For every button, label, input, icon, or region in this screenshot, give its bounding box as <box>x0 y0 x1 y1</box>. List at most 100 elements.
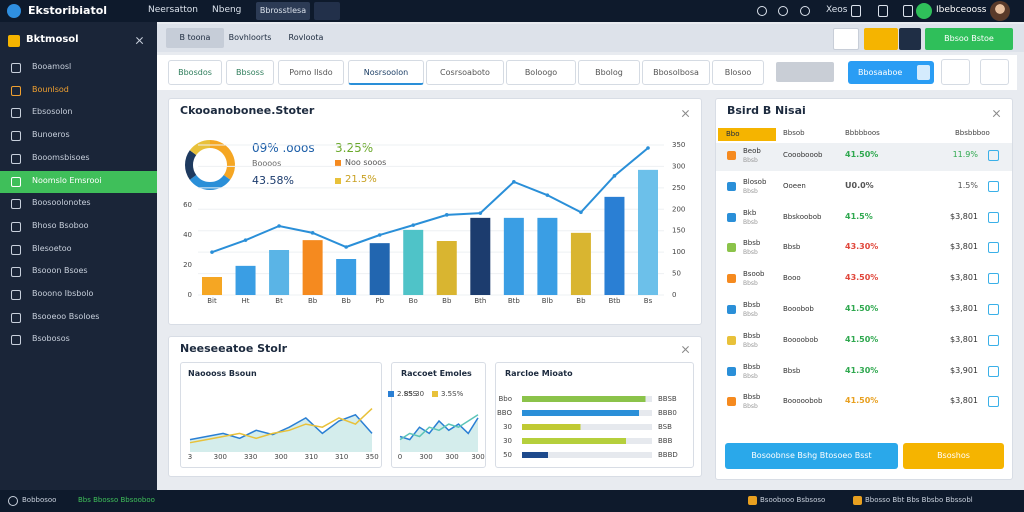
top-icon[interactable] <box>778 6 788 16</box>
sidebar-item[interactable]: Booono Ibsbolo <box>32 289 94 298</box>
nav-button[interactable]: Bbrosstlesa <box>256 2 310 20</box>
primary-button[interactable]: Bbsoo Bstoe <box>925 28 1013 50</box>
x-tick-label: Bt <box>275 297 283 305</box>
column-header: Bbsob <box>783 129 805 137</box>
nav-link[interactable]: Neersatton <box>148 5 198 15</box>
top-icon[interactable] <box>851 5 861 17</box>
sidebar-item[interactable]: Ebsosolon <box>32 107 73 117</box>
row-value: 11.9% <box>952 150 978 159</box>
x-tick-label: Bb <box>342 297 352 305</box>
sidebar-icon <box>11 153 21 164</box>
sidebar-item[interactable]: Booamosl <box>32 62 72 71</box>
value-label: BBBD <box>658 451 678 459</box>
row-icon <box>727 181 736 191</box>
legend-label: 3.5S% <box>441 390 464 398</box>
top-icon[interactable] <box>903 5 913 17</box>
button-icon <box>917 65 930 80</box>
sidebar-item[interactable]: Bsobosos <box>32 334 70 344</box>
sidebar-icon <box>11 199 21 210</box>
bar-label: 50 <box>503 451 512 459</box>
action-button[interactable]: Bsoshos <box>903 443 1004 469</box>
top-icon[interactable] <box>878 5 888 17</box>
sidebar-item[interactable]: Bounlsod <box>32 84 69 94</box>
row-checkbox[interactable] <box>988 273 999 285</box>
sidebar-item[interactable]: Blesoetoo <box>32 243 72 253</box>
row-checkbox[interactable] <box>988 365 999 377</box>
x-tick-label: 300 <box>445 453 458 461</box>
filter-tab[interactable]: Cosrsoaboto <box>426 60 504 85</box>
avatar[interactable] <box>990 1 1010 21</box>
row-name: Beob <box>743 147 761 155</box>
bar <box>403 229 424 295</box>
x-tick-label: Pb <box>375 297 384 305</box>
x-tick-label: Blb <box>542 297 554 305</box>
line-point <box>344 245 348 249</box>
filter-tab[interactable]: Boloogo <box>506 60 576 85</box>
row-checkbox[interactable] <box>988 304 999 315</box>
y-tick-label: 300 <box>672 162 685 170</box>
row-note: Bbsb <box>743 157 758 164</box>
top-icon[interactable] <box>800 6 810 16</box>
search-button[interactable]: Bbosaaboe <box>848 61 934 84</box>
bar-track <box>522 452 652 458</box>
sidebar-item[interactable]: Boosoolonotes <box>32 198 91 208</box>
y2-tick-label: 20 <box>183 261 192 269</box>
sidebar-item[interactable]: Noomslo Emsrooi <box>32 175 102 185</box>
row-checkbox[interactable] <box>988 211 999 223</box>
y-tick-label: 50 <box>672 270 681 278</box>
filter-tab[interactable]: Pomo Ilsdo <box>278 60 344 85</box>
tab[interactable]: Rovloota <box>288 33 324 42</box>
x-tick-label: 0 <box>398 453 402 461</box>
row-name: Bbsb <box>743 301 761 309</box>
row-checkbox[interactable] <box>988 180 999 192</box>
icon-button[interactable] <box>833 28 859 50</box>
column-header: Bbbbboos <box>845 129 880 137</box>
row-icon <box>727 212 736 222</box>
bar <box>302 240 323 295</box>
tab[interactable]: B toona <box>166 28 224 48</box>
sidebar-icon <box>11 63 21 73</box>
footer-item: Bbosso Bbt Bbs Bbsbo Bbssobl <box>865 496 973 504</box>
x-tick-label: Btb <box>508 297 521 305</box>
icon-button[interactable] <box>941 59 970 85</box>
bar-label: 30 <box>503 423 512 431</box>
tab[interactable]: Bovhloorts <box>228 33 272 42</box>
nav-icon[interactable] <box>314 2 340 20</box>
filter-tab[interactable]: Bbosolbosa <box>642 60 710 85</box>
icon-button[interactable] <box>899 28 921 50</box>
sidebar-item[interactable]: Bsooeoo Bsoloes <box>32 311 100 321</box>
bar <box>537 217 558 295</box>
action-button[interactable]: Bosoobnse Bshg Btosoeo Bsst <box>725 443 898 469</box>
row-checkbox[interactable] <box>988 242 999 254</box>
sidebar-item[interactable]: Booomsbisoes <box>32 152 90 162</box>
search-box[interactable] <box>776 62 834 82</box>
row-checkbox[interactable] <box>988 334 999 346</box>
row-change: 43.30% <box>845 242 879 252</box>
sidebar-item[interactable]: Bsooon Bsoes <box>32 266 88 276</box>
sidebar-icon <box>11 267 21 278</box>
x-tick-label: Bs <box>644 297 653 305</box>
filter-tab[interactable]: Bbsoss <box>226 60 274 85</box>
column-header: Bbsbbboo <box>955 129 990 137</box>
icon-button[interactable] <box>980 59 1009 85</box>
filter-tab[interactable]: Bbolog <box>578 60 640 85</box>
logo-icon <box>7 4 21 18</box>
stat-caption: Boooos <box>252 159 282 168</box>
row-checkbox[interactable] <box>988 150 999 161</box>
stat-item: Noo sooos <box>345 158 387 167</box>
row-change: 43.50% <box>845 273 879 283</box>
bar <box>269 250 290 295</box>
mini-title: Rarcloe Mioato <box>505 369 573 378</box>
bar <box>503 217 524 295</box>
x-tick-label: 330 <box>244 453 257 461</box>
row-checkbox[interactable] <box>988 396 999 408</box>
top-icon[interactable] <box>757 6 767 16</box>
filter-tab[interactable]: Blosoo <box>712 60 764 85</box>
icon-button[interactable] <box>864 28 898 50</box>
filter-tab[interactable]: Nosrsoolon <box>348 60 424 85</box>
sidebar-item[interactable]: Bunoeros <box>32 130 70 140</box>
sidebar-item[interactable]: Bhoso Bsoboo <box>32 220 89 230</box>
nav-link[interactable]: Nbeng <box>212 5 242 15</box>
filter-tab[interactable]: Bbosdos <box>168 60 222 85</box>
x-tick-label: Bb <box>576 297 586 305</box>
